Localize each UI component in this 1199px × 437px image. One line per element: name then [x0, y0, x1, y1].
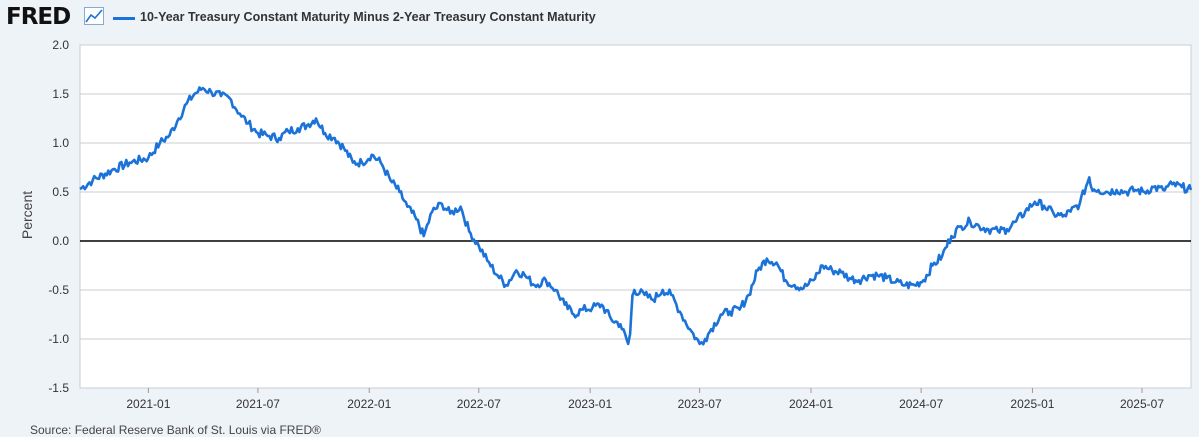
- y-tick-label: 1.5: [52, 87, 69, 101]
- x-tick-label: 2022-01: [347, 397, 391, 411]
- y-tick-labels: 2.0 1.5 1.0 0.5 0.0 -0.5 -1.0 -1.5: [48, 38, 69, 395]
- x-tick-label: 2022-07: [457, 397, 501, 411]
- x-tick-label: 2023-01: [568, 397, 612, 411]
- x-tick-label: 2024-07: [899, 397, 943, 411]
- y-tick-label: 2.0: [52, 38, 69, 52]
- plot-area: [79, 44, 1192, 389]
- source-note: Source: Federal Reserve Bank of St. Loui…: [30, 423, 321, 437]
- chart-header: FRED 10-Year Treasury Constant Maturity …: [0, 0, 1199, 36]
- series-line[interactable]: [79, 86, 1193, 346]
- y-tick-label: -1.5: [48, 381, 69, 395]
- y-tick-label: 1.0: [52, 136, 69, 150]
- y-tick-label: 0.5: [52, 185, 69, 199]
- trend-line-icon: [84, 7, 104, 25]
- legend-swatch: [113, 17, 135, 20]
- x-tick-label: 2021-01: [126, 397, 170, 411]
- x-tick-labels: 2021-01 2021-07 2022-01 2022-07 2023-01 2023-…: [126, 388, 1164, 411]
- y-tick-label: -0.5: [48, 283, 69, 297]
- x-tick-label: 2025-01: [1010, 397, 1054, 411]
- grid-lines: [80, 44, 1191, 389]
- fred-logo[interactable]: FRED: [6, 4, 71, 30]
- y-tick-label: -1.0: [48, 332, 69, 346]
- y-tick-label: 0.0: [52, 234, 69, 248]
- legend-label[interactable]: 10-Year Treasury Constant Maturity Minus…: [140, 10, 596, 24]
- x-tick-label: 2025-07: [1120, 397, 1164, 411]
- x-tick-label: 2021-07: [236, 397, 280, 411]
- x-tick-label: 2024-01: [789, 397, 833, 411]
- x-tick-label: 2023-07: [678, 397, 722, 411]
